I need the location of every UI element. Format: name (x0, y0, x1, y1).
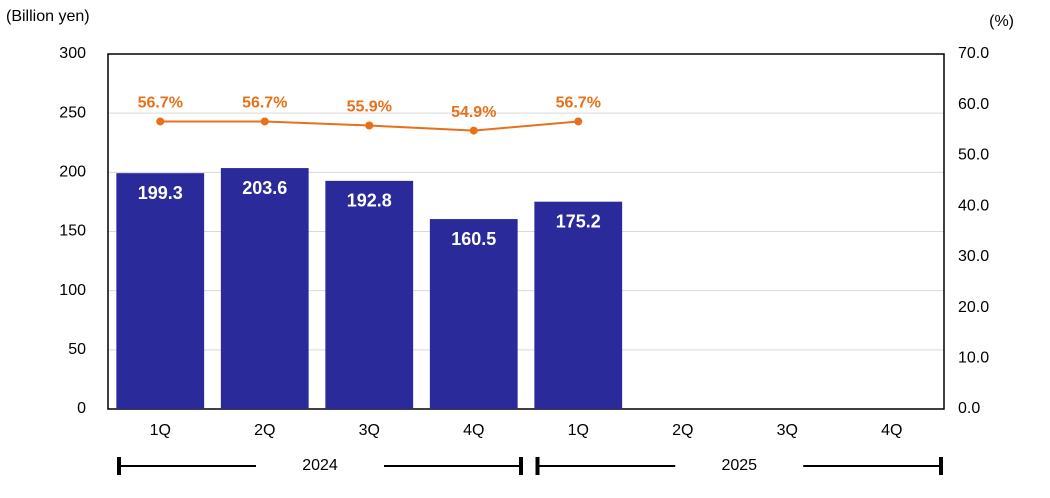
x-tick-label: 3Q (777, 422, 798, 439)
y2-axis-label: (%) (989, 13, 1014, 30)
y2-tick-label: 0.0 (958, 400, 980, 417)
y-tick-label: 250 (59, 104, 86, 121)
bar (534, 201, 623, 409)
y-tick-label: 150 (59, 223, 86, 240)
y-tick-label: 0 (77, 400, 86, 417)
line-point (365, 121, 374, 130)
line-value-label: 56.7% (138, 95, 183, 112)
plot-frame (107, 53, 945, 410)
bar-value-label: 192.8 (347, 191, 392, 211)
x-group-label: 2025 (721, 457, 757, 474)
line-value-label: 56.7% (556, 95, 601, 112)
x-tick-label: 3Q (359, 422, 380, 439)
bar (325, 180, 414, 409)
x-tick-label: 4Q (463, 422, 484, 439)
bar (429, 219, 518, 409)
x-group-label: 2024 (302, 457, 338, 474)
y-tick-label: 200 (59, 164, 86, 181)
y2-tick-label: 70.0 (958, 45, 989, 62)
y2-tick-label: 10.0 (958, 350, 989, 367)
y2-tick-label: 50.0 (958, 147, 989, 164)
line-point (574, 117, 583, 126)
bar-value-label: 199.3 (138, 183, 183, 203)
y2-tick-label: 30.0 (958, 248, 989, 265)
line-value-label: 55.9% (347, 99, 392, 116)
bar-value-label: 175.2 (556, 211, 601, 231)
y2-tick-label: 60.0 (958, 96, 989, 113)
x-tick-label: 2Q (254, 422, 275, 439)
y2-tick-label: 40.0 (958, 197, 989, 214)
bar (116, 173, 205, 409)
y2-tick-label: 20.0 (958, 299, 989, 316)
x-tick-label: 2Q (672, 422, 693, 439)
y-axis-label: (Billion yen) (6, 8, 90, 25)
line-point (469, 126, 478, 135)
line-value-label: 56.7% (242, 95, 287, 112)
x-tick-label: 1Q (150, 422, 171, 439)
line-value-label: 54.9% (451, 104, 496, 121)
x-tick-label: 4Q (881, 422, 902, 439)
line-point (156, 117, 165, 126)
y-tick-label: 100 (59, 282, 86, 299)
y-tick-label: 50 (68, 341, 86, 358)
bar-value-label: 160.5 (451, 229, 496, 249)
bar (220, 168, 309, 409)
bar-value-label: 203.6 (242, 178, 287, 198)
x-tick-label: 1Q (568, 422, 589, 439)
line-point (260, 117, 269, 126)
y-tick-label: 300 (59, 45, 86, 62)
